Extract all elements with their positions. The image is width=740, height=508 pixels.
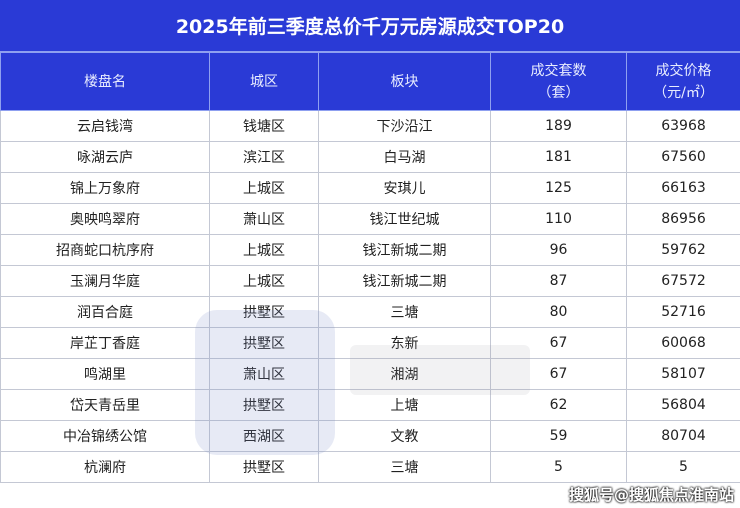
cell-price: 86956 (626, 203, 740, 235)
table-row: 杭澜府 拱墅区 三塘 5 5 (0, 451, 740, 483)
cell-sector: 白马湖 (318, 141, 491, 173)
cell-project-name: 岱天青岳里 (0, 389, 210, 421)
data-table: 楼盘名 城区 板块 成交套数 （套） 成交价格 （元/㎡） 云启钱湾 钱塘区 下沙沿江 189… (0, 52, 740, 483)
cell-project-name: 奥映鸣翠府 (0, 203, 210, 235)
cell-district: 上城区 (209, 234, 319, 266)
table-row: 锦上万象府 上城区 安琪儿 125 66163 (0, 172, 740, 204)
cell-district: 滨江区 (209, 141, 319, 173)
header-district: 城区 (209, 52, 319, 111)
cell-sector: 钱江新城二期 (318, 234, 491, 266)
cell-project-name: 玉澜月华庭 (0, 265, 210, 297)
table-row: 云启钱湾 钱塘区 下沙沿江 189 63968 (0, 110, 740, 142)
cell-sector: 湘湖 (318, 358, 491, 390)
table-row: 润百合庭 拱墅区 三塘 80 52716 (0, 296, 740, 328)
cell-project-name: 咏湖云庐 (0, 141, 210, 173)
source-watermark: 搜狐号@搜狐焦点淮南站 (568, 486, 734, 504)
cell-price: 80704 (626, 420, 740, 452)
cell-sector: 三塘 (318, 296, 491, 328)
cell-district: 拱墅区 (209, 296, 319, 328)
cell-project-name: 云启钱湾 (0, 110, 210, 142)
cell-price: 56804 (626, 389, 740, 421)
cell-price: 59762 (626, 234, 740, 266)
cell-units-sold: 181 (490, 141, 627, 173)
cell-district: 拱墅区 (209, 389, 319, 421)
cell-project-name: 鸣湖里 (0, 358, 210, 390)
cell-district: 钱塘区 (209, 110, 319, 142)
table-title: 2025年前三季度总价千万元房源成交TOP20 (0, 0, 740, 52)
cell-price: 66163 (626, 172, 740, 204)
cell-price: 58107 (626, 358, 740, 390)
table-row: 中冶锦绣公馆 西湖区 文教 59 80704 (0, 420, 740, 452)
cell-project-name: 润百合庭 (0, 296, 210, 328)
header-project-name: 楼盘名 (0, 52, 210, 111)
cell-district: 萧山区 (209, 203, 319, 235)
cell-price: 63968 (626, 110, 740, 142)
cell-price: 5 (626, 451, 740, 483)
cell-district: 上城区 (209, 172, 319, 204)
cell-sector: 文教 (318, 420, 491, 452)
cell-price: 60068 (626, 327, 740, 359)
cell-sector: 下沙沿江 (318, 110, 491, 142)
cell-project-name: 岸芷丁香庭 (0, 327, 210, 359)
cell-units-sold: 110 (490, 203, 627, 235)
cell-project-name: 招商蛇口杭序府 (0, 234, 210, 266)
header-price: 成交价格 （元/㎡） (626, 52, 740, 111)
cell-price: 67572 (626, 265, 740, 297)
table-row: 奥映鸣翠府 萧山区 钱江世纪城 110 86956 (0, 203, 740, 235)
cell-units-sold: 5 (490, 451, 627, 483)
table-row: 咏湖云庐 滨江区 白马湖 181 67560 (0, 141, 740, 173)
cell-district: 上城区 (209, 265, 319, 297)
cell-district: 萧山区 (209, 358, 319, 390)
table-row: 招商蛇口杭序府 上城区 钱江新城二期 96 59762 (0, 234, 740, 266)
cell-project-name: 锦上万象府 (0, 172, 210, 204)
cell-district: 拱墅区 (209, 327, 319, 359)
cell-project-name: 中冶锦绣公馆 (0, 420, 210, 452)
cell-sector: 钱江世纪城 (318, 203, 491, 235)
cell-district: 西湖区 (209, 420, 319, 452)
cell-sector: 三塘 (318, 451, 491, 483)
table-row: 玉澜月华庭 上城区 钱江新城二期 87 67572 (0, 265, 740, 297)
cell-sector: 安琪儿 (318, 172, 491, 204)
cell-price: 52716 (626, 296, 740, 328)
cell-project-name: 杭澜府 (0, 451, 210, 483)
cell-units-sold: 189 (490, 110, 627, 142)
cell-units-sold: 67 (490, 327, 627, 359)
table-row: 岸芷丁香庭 拱墅区 东新 67 60068 (0, 327, 740, 359)
table-row: 鸣湖里 萧山区 湘湖 67 58107 (0, 358, 740, 390)
header-units-sold: 成交套数 （套） (490, 52, 627, 111)
cell-units-sold: 125 (490, 172, 627, 204)
cell-units-sold: 87 (490, 265, 627, 297)
cell-sector: 钱江新城二期 (318, 265, 491, 297)
header-row: 楼盘名 城区 板块 成交套数 （套） 成交价格 （元/㎡） (0, 52, 740, 111)
table-row: 岱天青岳里 拱墅区 上塘 62 56804 (0, 389, 740, 421)
cell-district: 拱墅区 (209, 451, 319, 483)
cell-sector: 东新 (318, 327, 491, 359)
cell-sector: 上塘 (318, 389, 491, 421)
cell-units-sold: 59 (490, 420, 627, 452)
cell-units-sold: 67 (490, 358, 627, 390)
cell-units-sold: 80 (490, 296, 627, 328)
header-sector: 板块 (318, 52, 491, 111)
cell-price: 67560 (626, 141, 740, 173)
cell-units-sold: 62 (490, 389, 627, 421)
cell-units-sold: 96 (490, 234, 627, 266)
